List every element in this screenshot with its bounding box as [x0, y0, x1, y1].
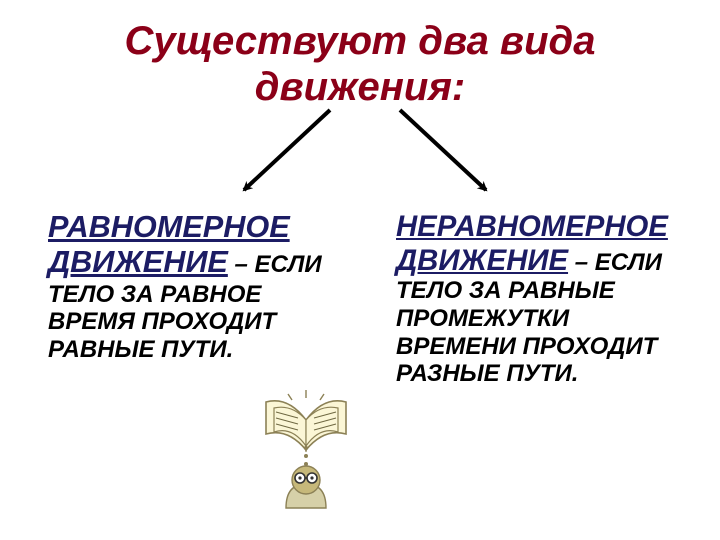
definitions-row: РАВНОМЕРНОЕ ДВИЖЕНИЕ – ЕСЛИ ТЕЛО ЗА РАВН… — [0, 210, 720, 388]
left-definition-block: РАВНОМЕРНОЕ ДВИЖЕНИЕ – ЕСЛИ ТЕЛО ЗА РАВН… — [48, 210, 330, 363]
slide-title: Существуют два вида движения: — [0, 0, 720, 110]
arrow-left — [244, 110, 330, 190]
right-dash: – — [568, 249, 595, 276]
reading-book-icon — [258, 390, 354, 510]
right-column: НЕРАВНОМЕРНОЕ ДВИЖЕНИЕ – ЕСЛИ ТЕЛО ЗА РА… — [360, 210, 720, 388]
left-dash: – — [228, 251, 255, 278]
right-definition-block: НЕРАВНОМЕРНОЕ ДВИЖЕНИЕ – ЕСЛИ ТЕЛО ЗА РА… — [396, 210, 678, 388]
left-column: РАВНОМЕРНОЕ ДВИЖЕНИЕ – ЕСЛИ ТЕЛО ЗА РАВН… — [0, 210, 360, 388]
slide-title-line1: Существуют два вида — [0, 18, 720, 64]
arrow-right — [400, 110, 486, 190]
slide-title-line2: движения: — [0, 64, 720, 110]
